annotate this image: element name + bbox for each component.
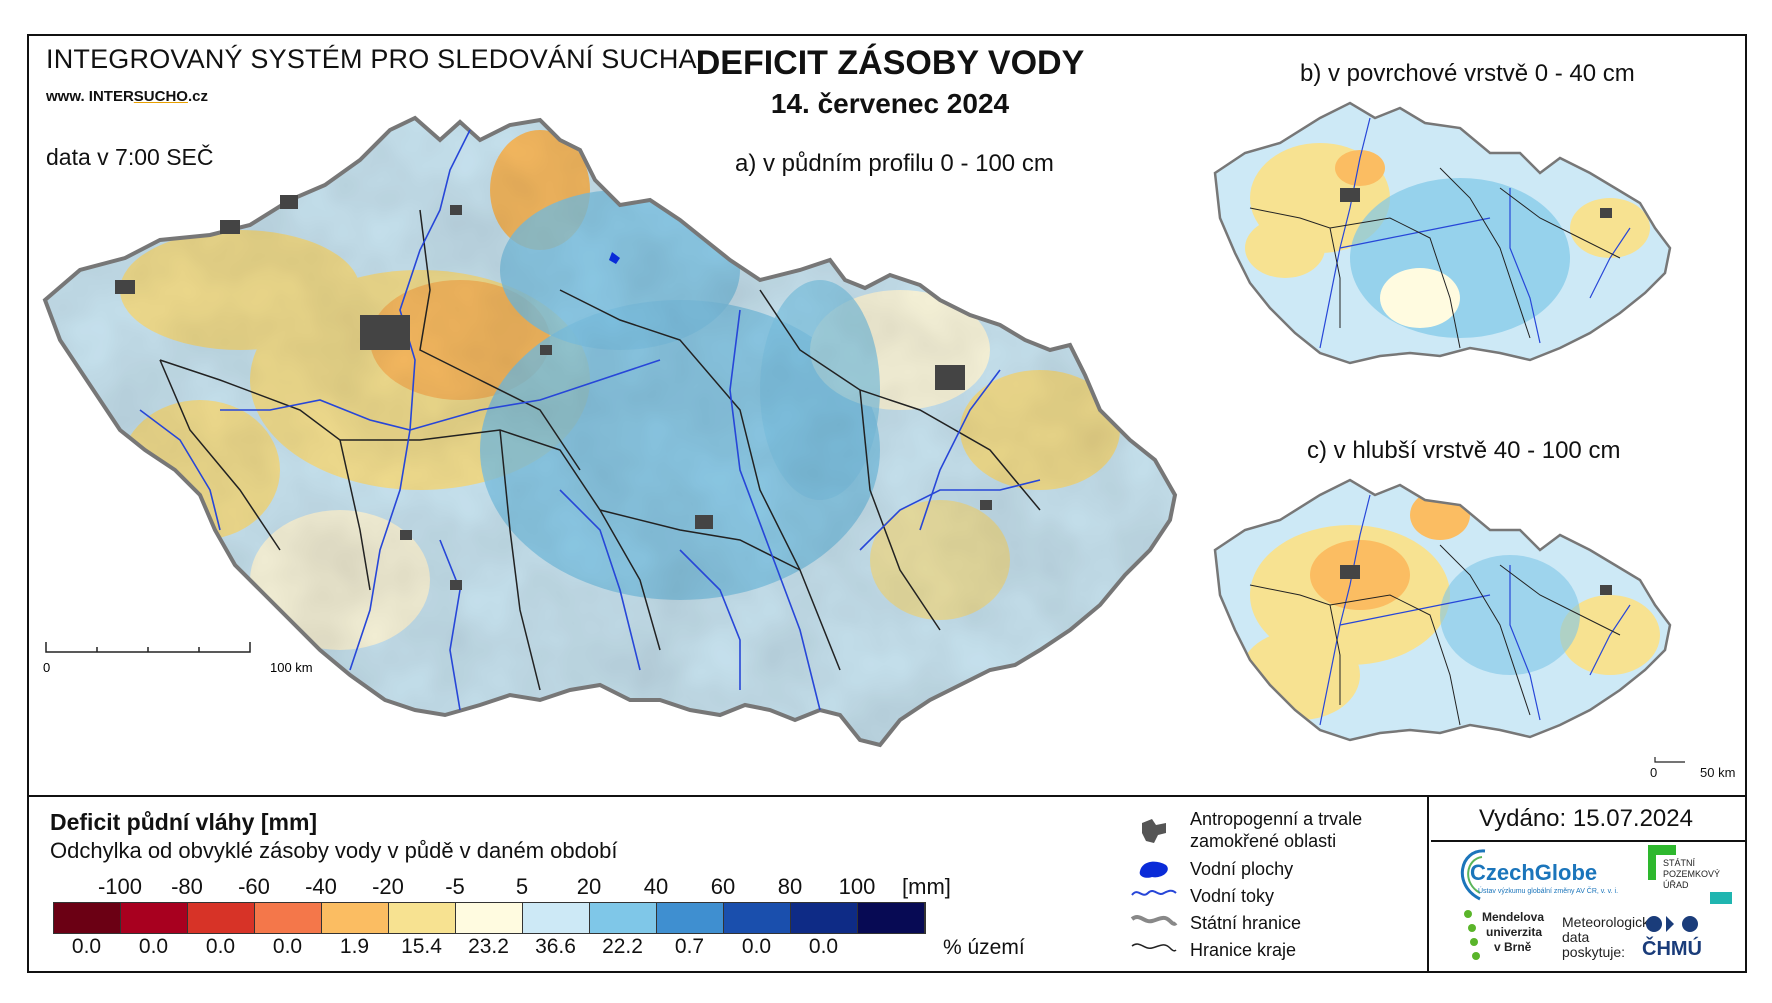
data-time: data v 7:00 SEČ <box>46 144 214 170</box>
anthropogenic-icon <box>1142 819 1166 843</box>
legend-region-border: Hranice kraje <box>1190 940 1297 960</box>
percent-label: % území <box>943 936 1025 959</box>
percent-value: 0.0 <box>808 935 839 958</box>
colorbar-swatch <box>657 903 724 933</box>
colorbar-swatch <box>389 903 456 933</box>
legend-anthropogenic-l2: zamokřené oblasti <box>1190 831 1337 851</box>
czechglobe-logo-icon <box>1460 849 1486 901</box>
scale-label: 20 <box>576 874 602 899</box>
scale-bc-end: 50 km <box>1700 765 1736 780</box>
spu-line1: STÁTNÍ <box>1663 858 1696 868</box>
mendel-line3: v Brně <box>1494 940 1532 954</box>
legend-state-border: Státní hranice <box>1190 913 1302 933</box>
mendel-logo-icon <box>1464 910 1480 960</box>
map-frame <box>27 34 1747 973</box>
mendel-line1: Mendelova <box>1482 910 1545 924</box>
scale-label: 60 <box>710 874 736 899</box>
spu-logo-stem <box>1648 845 1656 880</box>
legend-colorbar <box>53 902 926 934</box>
met-line2: data <box>1562 929 1590 945</box>
czechglobe-subtitle: Ústav výzkumu globální změny AV ČR, v. v… <box>1478 888 1619 895</box>
mendel-line2: univerzita <box>1486 925 1543 939</box>
spu-line2: POZEMKOVÝ <box>1663 869 1721 879</box>
percent-value: 15.4 <box>401 935 442 958</box>
czechglobe-logo: CzechGlobe <box>1470 860 1598 885</box>
map-b <box>1213 101 1672 365</box>
percent-value: 0.0 <box>205 935 236 958</box>
map-b-label: b) v povrchové vrstvě 0 - 40 cm <box>1300 60 1635 87</box>
water-body-icon <box>1139 861 1168 878</box>
scale-label: 80 <box>777 874 803 899</box>
percent-value: 36.6 <box>535 935 576 958</box>
map-a-label: a) v půdním profilu 0 - 100 cm <box>735 150 1054 177</box>
state-border-icon <box>1130 915 1178 926</box>
scale-label: -40 <box>305 874 337 899</box>
legend-unit: [mm] <box>902 874 951 899</box>
scale-a-zero: 0 <box>43 660 50 675</box>
scale-label: -100 <box>97 874 143 899</box>
legend-water-bodies: Vodní plochy <box>1190 859 1294 879</box>
chmu-logo-icon <box>1646 916 1698 932</box>
met-line1: Meteorologická <box>1562 914 1657 930</box>
page-date: 14. červenec 2024 <box>770 88 1010 119</box>
percent-value: 0.0 <box>71 935 102 958</box>
spu-logo-bar <box>1648 845 1676 855</box>
issued-date: Vydáno: 15.07.2024 <box>1479 805 1693 832</box>
map-c-label: c) v hlubší vrstvě 40 - 100 cm <box>1307 437 1621 464</box>
scale-bc-zero: 0 <box>1650 765 1658 780</box>
colorbar-swatch <box>858 903 925 933</box>
legend-title: Deficit půdní vláhy [mm] <box>50 809 318 835</box>
colorbar-swatch <box>255 903 322 933</box>
map-c <box>1213 478 1685 763</box>
water-stream-icon <box>1131 889 1177 896</box>
scale-label: -20 <box>372 874 404 899</box>
percent-value: 22.2 <box>602 935 643 958</box>
colorbar-swatch <box>456 903 523 933</box>
colorbar-swatch <box>188 903 255 933</box>
spu-accent <box>1710 892 1732 904</box>
map-a: 0 100 km <box>42 115 1178 748</box>
colorbar-swatch <box>590 903 657 933</box>
colorbar-swatch <box>121 903 188 933</box>
colorbar-swatch <box>322 903 389 933</box>
scale-label: -60 <box>238 874 270 899</box>
percent-value: 23.2 <box>468 935 509 958</box>
scale-label: 100 <box>838 874 876 899</box>
scale-label: 40 <box>643 874 669 899</box>
colorbar-swatch <box>791 903 858 933</box>
logos-divider <box>1431 840 1745 842</box>
legend-subtitle: Odchylka od obvyklé zásoby vody v půdě v… <box>50 838 618 863</box>
colorbar-swatch <box>54 903 121 933</box>
legend-divider <box>27 795 1747 797</box>
percent-value: 0.0 <box>272 935 303 958</box>
spu-line3: ÚŘAD <box>1663 880 1689 890</box>
footer-divider <box>1427 797 1429 973</box>
percent-value: 0.7 <box>674 935 705 958</box>
scale-label: 5 <box>515 874 529 899</box>
percent-value: 0.0 <box>741 935 772 958</box>
colorbar-swatch <box>724 903 791 933</box>
scale-label: -80 <box>171 874 203 899</box>
legend-anthropogenic-l1: Antropogenní a trvale <box>1190 809 1363 829</box>
percent-value: 0.0 <box>138 935 169 958</box>
system-name: INTEGROVANÝ SYSTÉM PRO SLEDOVÁNÍ SUCHA <box>46 44 697 74</box>
colorbar-swatch <box>523 903 590 933</box>
website-link[interactable]: www. INTERSUCHO.cz <box>46 88 208 105</box>
percent-value: 1.9 <box>339 935 370 958</box>
page-title: DEFICIT ZÁSOBY VODY <box>695 44 1085 82</box>
region-border-icon <box>1131 943 1177 952</box>
scale-label: -5 <box>445 874 465 899</box>
scale-a-end: 100 km <box>270 660 313 675</box>
met-line3: poskytuje: <box>1562 944 1626 960</box>
chmu-logo: ČHMÚ <box>1642 938 1702 960</box>
legend-water-streams: Vodní toky <box>1190 886 1275 906</box>
